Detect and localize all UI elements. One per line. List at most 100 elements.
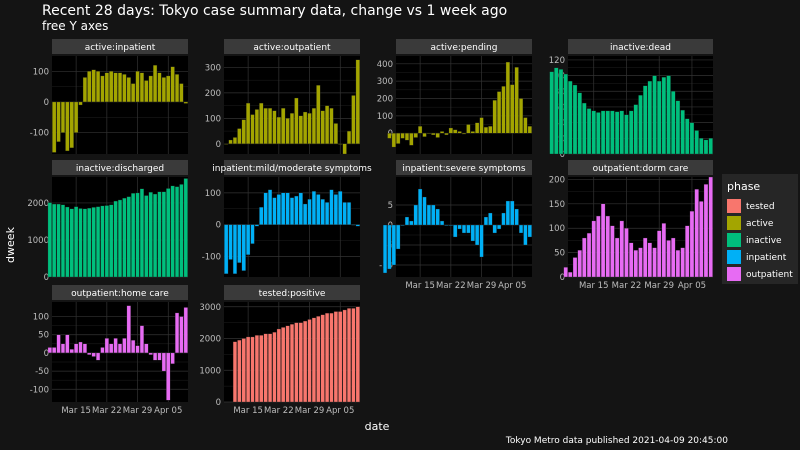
facet-strip: [568, 160, 713, 175]
bar-outpatient-dorm-care-undefined: [563, 267, 568, 278]
bar-active-outpatient-2021-04-02: [325, 105, 330, 144]
bar-tested-positive-2021-03-18: [259, 335, 264, 403]
y-tick-label: 0: [44, 98, 49, 108]
bar-active-pending-2021-04-07: [519, 98, 524, 134]
bar-outpatient-dorm-care-2021-04-01: [671, 237, 676, 278]
bar-active-outpatient-2021-03-19: [263, 108, 268, 144]
bar-outpatient-dorm-care-2021-04-04: [685, 225, 690, 278]
bar-active-outpatient-2021-03-11: [228, 139, 233, 144]
bar-inactive-dead-2021-03-29: [657, 80, 662, 155]
bar-outpatient-dorm-care-2021-03-16: [596, 215, 601, 278]
bar-inpatient-severe-symptoms-2021-04-07: [519, 224, 524, 234]
y-tick-label: 1000: [199, 366, 221, 376]
x-tick-label: Mar 15: [579, 281, 609, 291]
bar-active-pending-2021-04-03: [501, 86, 506, 134]
facet-grid: active:inpatient-1000100active:outpatien…: [27, 39, 713, 416]
bar-active-outpatient-2021-03-14: [241, 119, 246, 144]
x-tick-label: Mar 22: [436, 281, 466, 291]
x-tick-label: Apr 05: [498, 281, 526, 291]
bar-inpatient-mild-moderate-symptoms-2021-03-17: [254, 224, 259, 227]
bar-outpatient-home-care-2021-03-24: [113, 338, 118, 354]
bar-inactive-discharged-2021-03-18: [87, 207, 92, 278]
bar-active-inpatient-2021-04-08: [179, 83, 184, 103]
bar-inactive-discharged-undefined: [47, 202, 52, 278]
bar-inactive-discharged-2021-04-09: [183, 178, 188, 278]
bar-active-outpatient-2021-03-29: [307, 113, 312, 144]
bar-inactive-discharged-2021-03-12: [60, 204, 66, 278]
bar-inpatient-severe-symptoms-2021-03-31: [488, 212, 493, 226]
bar-outpatient-home-care-2021-03-13: [65, 334, 70, 354]
y-tick-label: 200: [205, 89, 221, 99]
bar-inpatient-mild-moderate-symptoms-2021-03-15: [246, 224, 251, 255]
bar-tested-positive-2021-04-05: [338, 311, 343, 403]
bar-tested-positive-2021-04-09: [355, 306, 360, 403]
facet-strip-label: outpatient:dorm care: [593, 164, 689, 174]
bar-tested-positive-2021-03-28: [303, 320, 308, 403]
bar-inpatient-mild-moderate-symptoms-2021-03-25: [289, 197, 295, 225]
bar-inactive-discharged-2021-03-11: [56, 203, 61, 278]
bar-outpatient-home-care-2021-04-04: [161, 352, 166, 372]
bar-inactive-discharged-2021-03-23: [109, 204, 114, 278]
facet-strip-label: inpatient:mild/moderate symptoms: [212, 164, 372, 174]
bar-tested-positive-2021-04-06: [342, 309, 347, 403]
bar-inactive-dead-2021-03-26: [643, 85, 648, 155]
bar-active-inpatient-2021-03-17: [82, 77, 87, 103]
x-tick-label: Mar 22: [612, 281, 642, 291]
bar-inactive-discharged-2021-03-22: [104, 205, 109, 278]
bar-outpatient-home-care-2021-03-10: [52, 347, 57, 354]
bar-inactive-discharged-2021-04-04: [161, 191, 166, 278]
bar-tested-positive-2021-04-07: [346, 308, 352, 403]
bar-inactive-dead-2021-04-08: [703, 139, 709, 155]
bar-inactive-dead-2021-03-13: [582, 102, 587, 155]
bar-inactive-dead-2021-03-21: [619, 110, 624, 155]
bar-inpatient-mild-moderate-symptoms-2021-04-07: [346, 202, 352, 225]
x-tick-label: Mar 15: [233, 406, 263, 416]
bar-inpatient-severe-symptoms-2021-04-04: [505, 200, 510, 226]
bar-active-pending-2021-03-20: [440, 131, 445, 134]
bar-outpatient-home-care-2021-03-23: [109, 343, 114, 354]
bar-outpatient-home-care-2021-03-31: [144, 343, 149, 354]
facet-tested-positive: tested:positive 0 1000 2000 3000 Mar 15 Mar 22…: [199, 285, 360, 416]
chart-caption: Tokyo Metro data published 2021-04-09 20…: [505, 436, 728, 446]
bar-outpatient-home-care-2021-03-22: [104, 338, 109, 354]
bar-inactive-dead-undefined: [549, 71, 554, 155]
bar-active-pending-2021-03-27: [470, 131, 475, 134]
bar-active-pending-2021-03-16: [422, 133, 427, 137]
bar-inpatient-severe-symptoms-2021-03-11: [400, 224, 405, 226]
bar-outpatient-dorm-care-2021-03-21: [619, 220, 624, 278]
bar-active-outpatient-2021-03-30: [311, 108, 316, 144]
legend-key-inactive: [727, 233, 741, 247]
bar-inpatient-mild-moderate-symptoms-2021-03-12: [232, 224, 238, 274]
bar-inpatient-severe-symptoms-2021-03-14: [413, 204, 418, 226]
bar-inactive-discharged-2021-03-26: [122, 197, 127, 278]
bar-inactive-dead-2021-03-15: [591, 110, 596, 155]
bar-inactive-discharged-2021-03-20: [96, 206, 101, 278]
bar-outpatient-dorm-care-2021-03-27: [647, 242, 653, 278]
bar-outpatient-home-care-2021-03-28: [131, 340, 136, 354]
bar-active-outpatient-2021-04-03: [329, 108, 334, 144]
bar-outpatient-dorm-care-2021-03-24: [633, 250, 638, 278]
bar-active-pending-2021-04-01: [492, 100, 497, 134]
bar-active-inpatient-2021-04-05: [166, 75, 171, 103]
bar-active-outpatient-2021-03-21: [272, 110, 277, 144]
bar-inpatient-severe-symptoms-2021-04-05: [510, 200, 515, 226]
facet-strip: [224, 285, 360, 300]
bar-active-outpatient-2021-03-23: [281, 108, 286, 144]
bar-inpatient-mild-moderate-symptoms-2021-03-16: [250, 224, 255, 244]
bar-inactive-discharged-2021-03-14: [69, 208, 74, 278]
legend-label-tested: tested: [746, 202, 775, 212]
bar-inactive-discharged-2021-03-27: [126, 196, 131, 278]
y-tick-label: 300: [377, 77, 393, 87]
facet-strip-label: active:outpatient: [253, 43, 331, 53]
bar-active-pending-2021-03-10: [396, 133, 401, 144]
bar-active-outpatient-2021-03-20: [268, 108, 273, 144]
bar-outpatient-dorm-care-2021-03-18: [605, 215, 610, 278]
bar-inpatient-mild-moderate-symptoms-2021-04-04: [333, 194, 338, 225]
bar-inactive-dead-2021-03-22: [624, 114, 629, 155]
legend: phase tested active inactive inpatient outpa…: [722, 174, 798, 284]
bar-inpatient-mild-moderate-symptoms-2021-04-03: [329, 189, 334, 225]
bar-inactive-dead-2021-03-31: [666, 75, 671, 155]
bar-active-pending-2021-03-17: [426, 133, 431, 134]
bar-inactive-discharged-2021-03-24: [113, 200, 118, 278]
